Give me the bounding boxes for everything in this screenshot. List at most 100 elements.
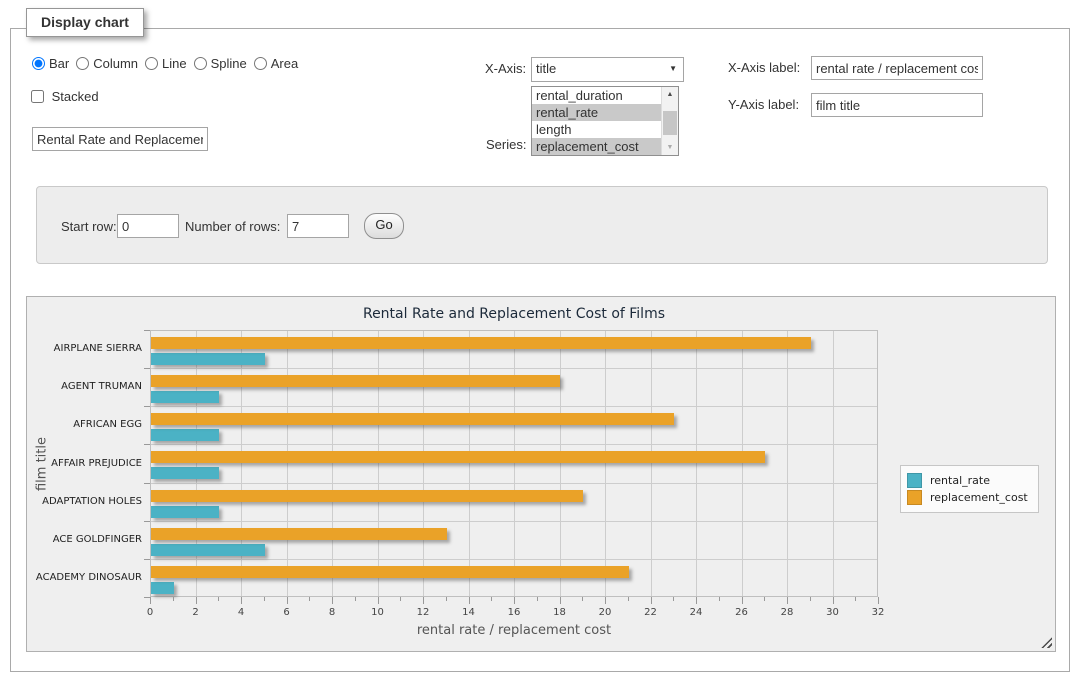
- bar-rental_rate-6: [151, 582, 174, 594]
- legend-item-rental_rate: rental_rate: [907, 473, 1028, 488]
- stacked-option[interactable]: Stacked: [31, 89, 99, 104]
- x-tick-label-30: 30: [815, 607, 851, 618]
- plot-border: [150, 330, 878, 597]
- x-tick-1: [173, 597, 174, 601]
- chart-type-option-spline[interactable]: Spline: [194, 56, 247, 71]
- x-tick-30: [833, 597, 834, 604]
- chart-type-radio-line[interactable]: [145, 57, 158, 70]
- x-tick-11: [400, 597, 401, 601]
- bar-rental_rate-4: [151, 506, 219, 518]
- y-tick-7: [144, 597, 150, 598]
- chart-type-option-area[interactable]: Area: [254, 56, 298, 71]
- x-tick-29: [810, 597, 811, 601]
- category-label-6: ACADEMY DINOSAUR: [30, 572, 142, 583]
- x-tick-21: [628, 597, 629, 601]
- x-tick-label-26: 26: [724, 607, 760, 618]
- scrollbar-thumb[interactable]: [663, 111, 677, 135]
- chart-type-radio-area[interactable]: [254, 57, 267, 70]
- resize-grip-icon[interactable]: [1041, 637, 1052, 648]
- bar-replacement_cost-6: [151, 566, 629, 578]
- x-axis-title: rental rate / replacement cost: [150, 623, 878, 638]
- start-row-input[interactable]: [117, 214, 179, 238]
- x-tick-label-0: 0: [132, 607, 168, 618]
- x-tick-label-20: 20: [587, 607, 623, 618]
- y-tick-6: [144, 559, 150, 560]
- start-row-label: Start row:: [61, 219, 117, 234]
- chart-type-radio-column[interactable]: [76, 57, 89, 70]
- scroll-up-icon[interactable]: ▲: [662, 87, 678, 102]
- series-option-rental_duration[interactable]: rental_duration: [532, 87, 661, 104]
- legend-item-replacement_cost: replacement_cost: [907, 490, 1028, 505]
- x-tick-6: [287, 597, 288, 604]
- x-tick-3: [218, 597, 219, 601]
- chart-type-option-bar[interactable]: Bar: [32, 56, 69, 71]
- go-button[interactable]: Go: [364, 213, 404, 239]
- x-axis-select[interactable]: title ▼: [531, 57, 684, 82]
- x-tick-2: [196, 597, 197, 604]
- x-tick-26: [742, 597, 743, 604]
- x-tick-label-22: 22: [633, 607, 669, 618]
- series-option-length[interactable]: length: [532, 121, 661, 138]
- chart-type-radio-bar[interactable]: [32, 57, 45, 70]
- x-tick-label-10: 10: [360, 607, 396, 618]
- legend-label-replacement_cost: replacement_cost: [930, 491, 1028, 504]
- x-tick-label-32: 32: [860, 607, 896, 618]
- x-tick-25: [719, 597, 720, 601]
- x-tick-19: [582, 597, 583, 601]
- y-tick-3: [144, 444, 150, 445]
- x-tick-label-12: 12: [405, 607, 441, 618]
- series-scrollbar[interactable]: ▲ ▼: [661, 87, 678, 155]
- bar-rental_rate-3: [151, 467, 219, 479]
- stacked-row: Stacked: [31, 89, 99, 104]
- x-axis-selected-value: title: [536, 61, 556, 76]
- series-options: rental_durationrental_ratelengthreplacem…: [532, 87, 678, 155]
- series-option-replacement_cost[interactable]: replacement_cost: [532, 138, 661, 155]
- chart-title: Rental Rate and Replacement Cost of Film…: [150, 306, 878, 322]
- bar-replacement_cost-5: [151, 528, 447, 540]
- x-tick-13: [446, 597, 447, 601]
- y-tick-0: [144, 330, 150, 331]
- x-tick-18: [560, 597, 561, 604]
- y-tick-2: [144, 406, 150, 407]
- stacked-label: Stacked: [52, 89, 99, 104]
- x-axis-label-field-label: X-Axis label:: [728, 60, 800, 75]
- x-tick-label-24: 24: [678, 607, 714, 618]
- display-chart-fieldset: Display chart BarColumnLineSplineArea St…: [10, 28, 1070, 672]
- chart-type-text-line: Line: [162, 56, 187, 71]
- x-axis-label-input[interactable]: [811, 56, 983, 80]
- x-tick-5: [264, 597, 265, 601]
- x-tick-16: [514, 597, 515, 604]
- chart-type-text-bar: Bar: [49, 56, 69, 71]
- x-tick-label-6: 6: [269, 607, 305, 618]
- bar-rental_rate-5: [151, 544, 265, 556]
- x-tick-label-28: 28: [769, 607, 805, 618]
- x-axis-select-label: X-Axis:: [485, 61, 526, 76]
- bar-rental_rate-0: [151, 353, 265, 365]
- scroll-down-icon[interactable]: ▼: [662, 140, 678, 155]
- chart-type-option-column[interactable]: Column: [76, 56, 138, 71]
- x-tick-label-4: 4: [223, 607, 259, 618]
- x-tick-label-18: 18: [542, 607, 578, 618]
- series-option-rental_rate[interactable]: rental_rate: [532, 104, 661, 121]
- category-label-5: ACE GOLDFINGER: [30, 534, 142, 545]
- x-tick-8: [332, 597, 333, 604]
- bar-replacement_cost-3: [151, 451, 765, 463]
- chart-type-radio-spline[interactable]: [194, 57, 207, 70]
- x-tick-17: [537, 597, 538, 601]
- x-tick-10: [378, 597, 379, 604]
- x-tick-23: [673, 597, 674, 601]
- y-axis-label-input[interactable]: [811, 93, 983, 117]
- chart-title-input[interactable]: [32, 127, 208, 151]
- y-tick-4: [144, 483, 150, 484]
- num-rows-input[interactable]: [287, 214, 349, 238]
- chart-type-option-line[interactable]: Line: [145, 56, 187, 71]
- series-listbox[interactable]: rental_durationrental_ratelengthreplacem…: [531, 86, 679, 156]
- category-label-4: ADAPTATION HOLES: [30, 496, 142, 507]
- fieldset-legend: Display chart: [26, 8, 144, 37]
- chart-type-text-area: Area: [271, 56, 298, 71]
- x-tick-28: [787, 597, 788, 604]
- x-tick-31: [855, 597, 856, 601]
- legend-swatch-replacement_cost: [907, 490, 922, 505]
- x-tick-0: [150, 597, 151, 604]
- stacked-checkbox[interactable]: [31, 90, 44, 103]
